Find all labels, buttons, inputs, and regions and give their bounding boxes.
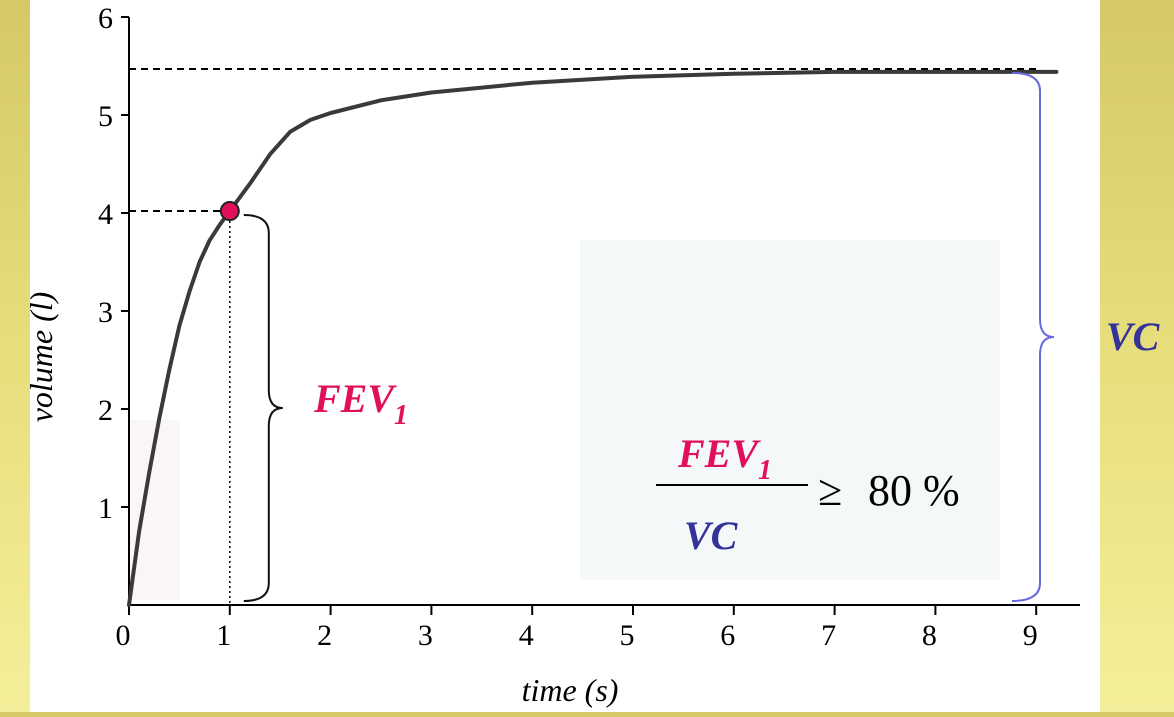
y-tick-label: 6 — [98, 2, 113, 35]
ratio-denominator: VC — [684, 513, 739, 558]
x-tick-label: 1 — [216, 619, 231, 652]
paper-tint — [130, 240, 1000, 600]
ratio-formula: FEV1 VC ≥ 80 % — [656, 431, 960, 558]
ratio-numerator: FEV1 — [677, 431, 772, 486]
y-tick-label: 2 — [98, 394, 113, 427]
vc-brace — [1011, 71, 1055, 602]
y-tick-label: 3 — [98, 296, 113, 329]
x-tick-label: 4 — [519, 619, 534, 652]
x-tick-label: 8 — [922, 619, 937, 652]
volume-time-curve — [127, 69, 1059, 607]
x-tick-label: 0 — [116, 619, 131, 652]
y-axis-label: volume (l) — [23, 292, 59, 423]
x-tick-label: 9 — [1023, 619, 1038, 652]
fev1-label: FEV1 — [313, 376, 408, 431]
y-tick-label: 4 — [98, 198, 113, 231]
x-tick-label: 7 — [821, 619, 836, 652]
y-tick-label: 5 — [98, 100, 113, 133]
x-tick-label: 6 — [720, 619, 735, 652]
x-tick-label: 3 — [418, 619, 433, 652]
x-tick-label: 5 — [620, 619, 635, 652]
vc-label: VC — [1106, 314, 1161, 359]
fev1-brace — [243, 214, 283, 602]
ratio-operator: ≥ — [818, 466, 842, 515]
reference-lines — [129, 67, 1040, 605]
axes: 0 1 2 3 4 5 6 7 8 9 1 2 3 4 5 6 — [98, 2, 1080, 652]
y-tick-label: 1 — [98, 492, 113, 525]
fev1-point — [219, 201, 240, 222]
ratio-value: 80 % — [868, 466, 960, 515]
x-axis-label: time (s) — [522, 672, 619, 708]
x-tick-label: 2 — [317, 619, 332, 652]
